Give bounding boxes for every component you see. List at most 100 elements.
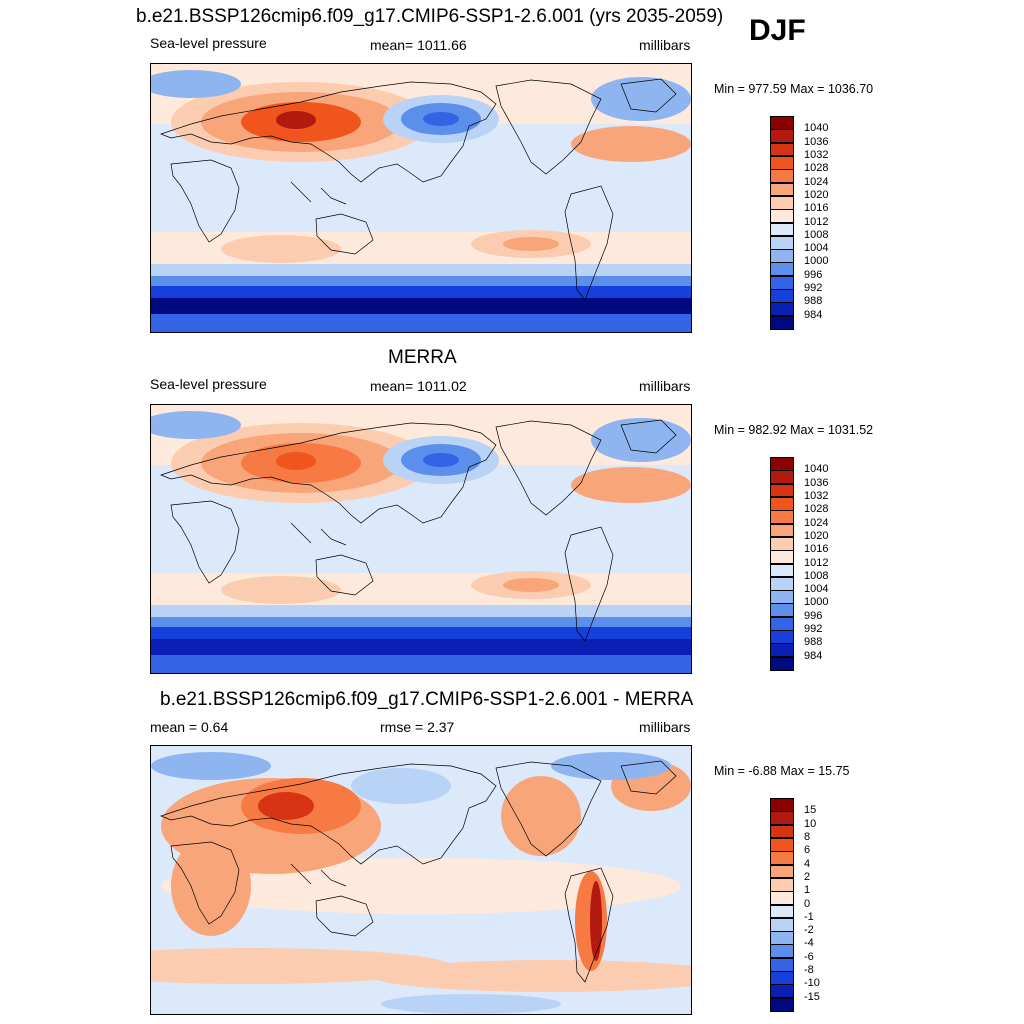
contour-band [151,411,241,439]
coastline [315,213,374,255]
colorbar-label: 1004 [804,242,829,255]
colorbar-swatch [770,209,794,223]
colorbar-swatch [770,931,794,945]
coastline [564,526,614,642]
colorbar-swatch [770,590,794,604]
colorbar-swatch [770,315,794,330]
coastline [620,419,677,454]
colorbar-label: 1 [804,884,811,897]
coastline [495,420,602,516]
contour-band [151,264,691,278]
colorbar-swatch [770,957,794,972]
panel-2-center-label: mean= 1011.02 [370,378,467,394]
colorbar-label: 1028 [804,162,829,175]
colorbar-swatch [770,811,794,826]
colorbar-swatch [770,917,794,932]
coastline [170,500,240,584]
colorbar-label: 1032 [804,489,829,502]
panel-1-minmax: Min = 977.59 Max = 1036.70 [714,82,874,96]
colorbar-label: 4 [804,857,811,870]
colorbar-label: 984 [804,308,823,321]
colorbar-label: -6 [804,950,814,963]
colorbar-label: 996 [804,609,823,622]
panel-3-map-svg [151,746,691,1014]
colorbar-label: -4 [804,937,814,950]
colorbar-label: 0 [804,897,811,910]
panel-3-center-label: rmse = 2.37 [380,719,455,735]
colorbar-label: 1008 [804,569,829,582]
colorbar-label: 1040 [804,122,829,135]
contour-band [381,994,561,1014]
colorbar-label: 1000 [804,255,829,268]
colorbar-label: 1032 [804,148,829,161]
contour-band [151,70,241,98]
coastline [170,159,240,243]
colorbar-label: 2 [804,870,811,883]
contour-band [151,298,691,314]
coastline [290,181,347,205]
contour-band [503,578,559,592]
contour-band [423,453,459,467]
coastline [564,867,614,983]
colorbar-label: 1016 [804,543,829,556]
contour-band [151,655,691,673]
colorbar-swatch [770,971,794,985]
contour-band [503,237,559,251]
panel-2-map [150,404,692,674]
colorbar-swatch [770,262,794,277]
colorbar-swatch [770,289,794,303]
coastline [159,422,497,524]
coastline [564,185,614,301]
panel-2-title: MERRA [388,347,457,368]
colorbar-label: 1016 [804,202,829,215]
contour-band [151,286,691,300]
colorbar-label: -1 [804,910,814,923]
panel-1-map [150,63,692,333]
colorbar-swatch [770,630,794,644]
contour-band [151,639,691,655]
colorbar-swatch [770,510,794,525]
colorbar-swatch [770,235,794,250]
coastline [620,78,677,113]
colorbar-swatch [770,275,794,290]
colorbar-label: 1036 [804,476,829,489]
colorbar-label: 1036 [804,135,829,148]
colorbar-swatch [770,155,794,170]
contour-band [591,77,691,121]
panel-1-left-label: Sea-level pressure [150,35,267,51]
coastline [290,522,347,546]
colorbar-swatch [770,523,794,538]
panel-3-left-label: mean = 0.64 [150,719,229,735]
colorbar-label: 1024 [804,175,829,188]
colorbar-label: -15 [804,990,820,1003]
colorbar-swatch [770,142,794,157]
panel-3-map [150,745,692,1015]
colorbar-swatch [770,496,794,511]
colorbar-label: 984 [804,649,823,662]
panel-2-minmax: Min = 982.92 Max = 1031.52 [714,423,874,437]
colorbar-swatch [770,222,794,237]
colorbar-label: 1008 [804,228,829,241]
contour-band [258,792,314,820]
colorbar-swatch [770,182,794,197]
colorbar-swatch [770,864,794,879]
season-label: DJF [749,14,806,47]
contour-band [501,776,581,856]
coastline [495,79,602,175]
colorbar-swatch [770,470,794,485]
colorbar-label: 1028 [804,503,829,516]
coastline [495,761,602,857]
coastline [290,863,347,887]
colorbar-swatch [770,249,794,263]
colorbar-swatch [770,851,794,866]
contour-band [571,467,691,503]
colorbar-swatch [770,997,794,1012]
contour-band [276,452,316,470]
coastline [315,895,374,937]
contour-band [571,126,691,162]
panel-1-title: b.e21.BSSP126cmip6.f09_g17.CMIP6-SSP1-2.… [136,6,724,27]
contour-band [171,836,251,936]
colorbar-label: 8 [804,830,811,843]
colorbar-swatch [770,944,794,959]
colorbar-label: 1012 [804,215,829,228]
